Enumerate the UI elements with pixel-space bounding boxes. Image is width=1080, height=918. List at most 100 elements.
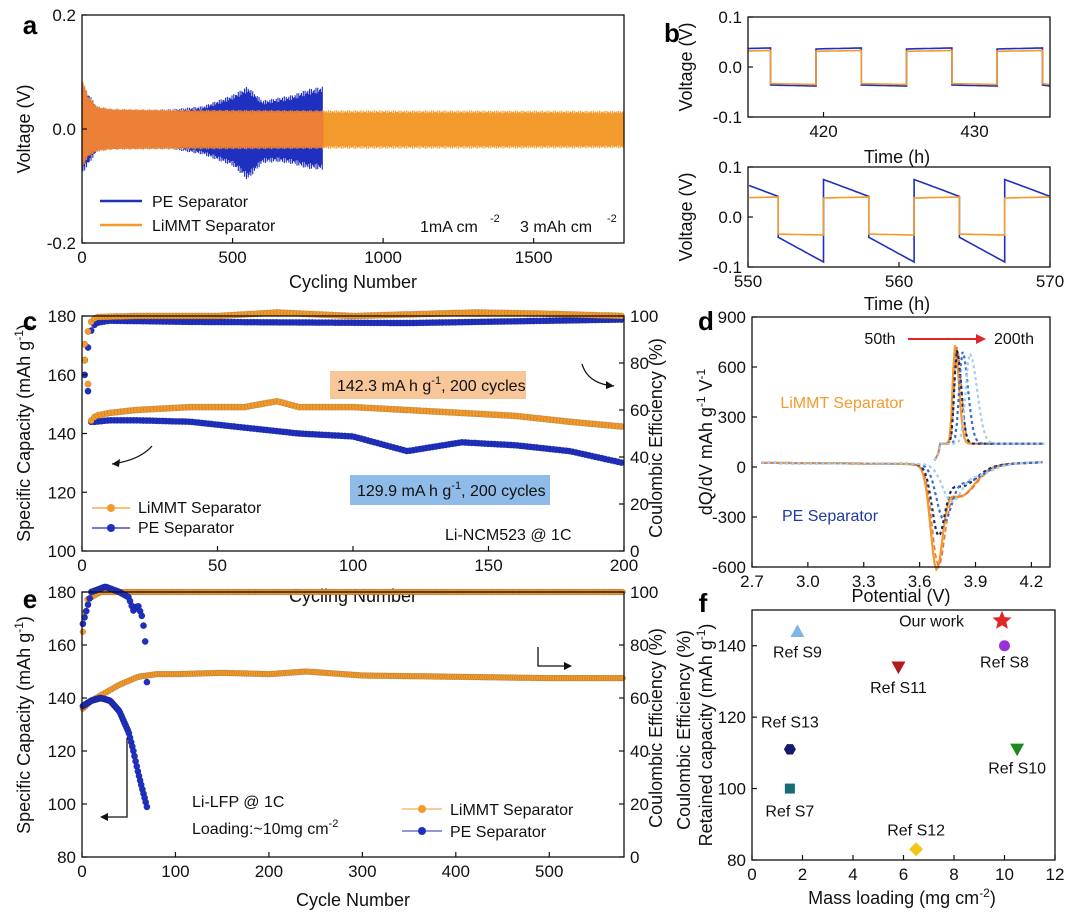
a-ylabel: Voltage (V) xyxy=(14,84,34,173)
c-ytick-label: 20 xyxy=(630,495,649,514)
a-ann-capacity: 3 mAh cm xyxy=(520,219,592,236)
e-limmt-capacity xyxy=(79,668,626,712)
c-limmt-ce-point xyxy=(84,328,92,335)
c-ytick-label: 100 xyxy=(48,542,76,561)
e-ytick-label: 120 xyxy=(48,742,76,761)
e-arrow-right xyxy=(537,647,568,667)
c-legend-pe-label: PE Separator xyxy=(138,520,235,537)
e-ytick-label: 180 xyxy=(48,583,76,602)
f-ylabel-end: ) xyxy=(696,624,716,630)
b-top-ytick-label: 0.0 xyxy=(718,58,742,77)
f-ylabel-main: Retained capacity (mAh g xyxy=(696,640,716,846)
c-pe-ce xyxy=(81,316,625,379)
c-blue-box-text: 129.9 mA h g-1, 200 cycles xyxy=(357,480,546,500)
b-bottom-ytick-label: -0.1 xyxy=(713,258,742,277)
a-xtick-label: 1500 xyxy=(515,248,553,267)
c-ylabel-end: ) xyxy=(14,324,34,330)
f-point-label: Ref S11 xyxy=(870,680,927,697)
a-ytick-label: -0.2 xyxy=(47,234,76,253)
c-legend-limmt-marker xyxy=(107,504,115,512)
c-orange-box-end: , 200 cycles xyxy=(441,378,525,395)
e-arrow-left-head xyxy=(100,813,108,821)
f-xlabel-main: Mass loading (mg cm xyxy=(808,888,979,908)
f-xlabel-sup: -2 xyxy=(979,886,990,900)
f-ytick-label: 80 xyxy=(727,851,746,870)
e-xtick-label: 500 xyxy=(535,862,563,881)
e-y2label: Coulombic Efficiency (%) xyxy=(646,628,666,828)
e-cell-label: Li-LFP @ 1C xyxy=(192,794,284,811)
f-xtick-label: 6 xyxy=(899,865,908,884)
e-ylabel-sup: -1 xyxy=(12,622,26,633)
b-bottom-xtick-label: 570 xyxy=(1036,272,1064,291)
c-limmt-capacity-point xyxy=(84,380,92,388)
e-ylabel: Specific Capacity (mAh g-1) xyxy=(12,616,34,834)
d-ytick-label: 300 xyxy=(718,408,746,427)
f-xlabel-end: ) xyxy=(990,888,996,908)
a-ann-capacity-sup: -2 xyxy=(607,213,617,225)
e-pe-ce-point xyxy=(141,638,149,645)
e-pe-ce-point xyxy=(140,622,147,630)
e-ytick-label: 20 xyxy=(630,795,649,814)
e-loading-sup: -2 xyxy=(329,818,339,830)
c-orange-box-sup: -1 xyxy=(431,375,441,387)
e-pe-ce-point xyxy=(82,607,90,615)
b-bottom-xlabel: Time (h) xyxy=(864,294,930,314)
c-xtick-label: 150 xyxy=(474,556,502,575)
d-xtick-label: 3.0 xyxy=(796,572,820,591)
e-pe-ce xyxy=(79,583,151,686)
f-point-label: Ref S7 xyxy=(765,804,814,821)
d-ylabel-main: dQ/dV mAh g xyxy=(696,407,716,515)
e-frame xyxy=(81,591,625,858)
c-arrow-right-head xyxy=(606,381,614,389)
c-ytick-label: 140 xyxy=(48,425,76,444)
f-xlabel: Mass loading (mg cm-2) xyxy=(808,886,996,908)
d-ylabel: dQ/dV mAh g-1 V-1 xyxy=(694,368,716,515)
panel-label-c: c xyxy=(23,306,37,336)
e-xtick-label: 300 xyxy=(348,862,376,881)
b-top-pe-curve xyxy=(747,47,1051,87)
f-marker-our-work xyxy=(992,610,1012,629)
e-loading-main: Loading:~10mg cm xyxy=(192,821,329,838)
f-point-label: Ref S8 xyxy=(980,655,1029,672)
d-xtick-label: 2.7 xyxy=(740,572,764,591)
b-top-xtick-label: 420 xyxy=(809,122,837,141)
a-ytick-label: 0.0 xyxy=(52,120,76,139)
c-y2label: Coulombic Efficiency (%) xyxy=(646,338,666,538)
e-xtick-label: 0 xyxy=(77,862,86,881)
f-marker-triangle-down xyxy=(891,661,906,675)
e-ytick-label: 80 xyxy=(57,848,76,867)
e-xtick-label: 200 xyxy=(255,862,283,881)
c-ylabel: Specific Capacity (mAh g-1) xyxy=(12,324,34,542)
e-arrow-right-head xyxy=(564,662,572,670)
b-bottom-xtick-label: 550 xyxy=(734,272,762,291)
b-bottom-pe-curve xyxy=(748,178,1051,264)
c-ytick-label: 100 xyxy=(630,307,658,326)
d-limmt-label: LiMMT Separator xyxy=(780,395,904,412)
c-xtick-label: 50 xyxy=(208,556,227,575)
f-ytick-label: 140 xyxy=(718,637,746,656)
f-ytick-label: 100 xyxy=(718,780,746,799)
f-marker-square xyxy=(784,783,795,794)
c-legend-pe-marker xyxy=(107,524,115,532)
f-xtick-label: 4 xyxy=(848,865,857,884)
e-pe-ce-point xyxy=(138,612,146,620)
e-ytick-label: 160 xyxy=(48,636,76,655)
d-cycle-arrow-head xyxy=(976,334,986,344)
c-limmt-ce xyxy=(81,309,625,348)
e-arrow-left xyxy=(104,738,128,818)
a-legend-pe-label: PE Separator xyxy=(152,194,249,211)
e-loading-label: Loading:~10mg cm-2 xyxy=(192,818,338,838)
e-ytick-label: 60 xyxy=(630,689,649,708)
d-cycle-from: 50th xyxy=(864,331,895,348)
e-pe-ce-point xyxy=(143,678,151,686)
b-top-xlabel: Time (h) xyxy=(864,147,930,167)
f-point-label: Ref S13 xyxy=(761,714,819,731)
b-bottom-xtick-label: 560 xyxy=(885,272,913,291)
e-pe-ce-point xyxy=(84,601,92,609)
c-ytick-label: 160 xyxy=(48,366,76,385)
c-arrow-right xyxy=(581,363,615,387)
d-xlabel: Potential (V) xyxy=(851,586,950,606)
c-xtick-label: 0 xyxy=(77,556,86,575)
c-ytick-label: 0 xyxy=(630,542,639,561)
